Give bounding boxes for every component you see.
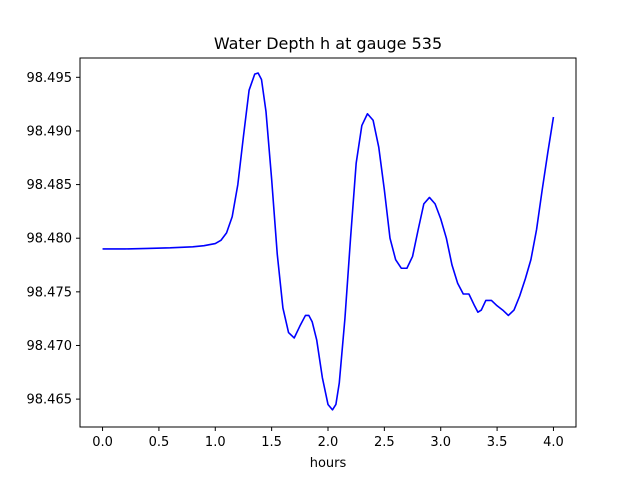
x-tick-label: 3.0 (430, 435, 451, 450)
x-tick-label: 0.0 (92, 435, 113, 450)
y-axis-ticks: 98.465 98.470 98.475 98.480 98.485 98.490 98.4… (27, 71, 80, 408)
x-tick-label: 4.0 (543, 435, 564, 450)
x-tick-label: 2.0 (318, 435, 339, 450)
axes-frame (79, 57, 577, 428)
y-tick-label: 98.495 (27, 71, 73, 86)
y-tick-label: 98.465 (27, 393, 73, 408)
x-tick-label: 1.0 (205, 435, 226, 450)
x-tick-label: 2.5 (374, 435, 395, 450)
x-tick-label: 3.5 (487, 435, 508, 450)
x-tick-label: 0.5 (149, 435, 170, 450)
plot-area (102, 72, 555, 411)
x-axis-ticks: 0.0 0.5 1.0 1.5 2.0 2.5 3.0 3.5 4.0 (92, 427, 564, 450)
y-tick-label: 98.480 (27, 232, 73, 247)
chart-title: Water Depth h at gauge 535 (214, 34, 442, 53)
y-tick-label: 98.485 (27, 178, 73, 193)
y-tick-label: 98.490 (27, 124, 73, 139)
y-tick-label: 98.475 (27, 285, 73, 300)
x-axis-label: hours (310, 456, 347, 471)
y-tick-label: 98.470 (27, 339, 73, 354)
series-line (102, 72, 555, 411)
x-tick-label: 1.5 (261, 435, 282, 450)
